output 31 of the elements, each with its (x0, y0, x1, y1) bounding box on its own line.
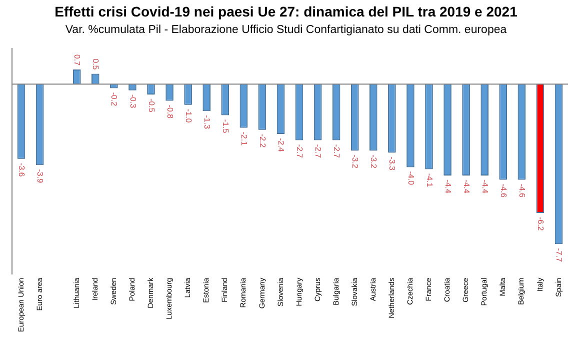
data-label: -6.2 (536, 216, 545, 232)
data-label: -2.7 (295, 144, 304, 159)
data-label: -7.7 (554, 248, 564, 262)
data-label: -3.2 (350, 154, 360, 169)
data-label: -2.7 (314, 144, 323, 159)
data-label: -4.0 (406, 171, 416, 186)
data-label: -3.6 (17, 162, 26, 178)
data-label: -2.4 (276, 138, 286, 152)
data-label: -1.3 (202, 115, 212, 130)
data-label: -0.8 (165, 104, 174, 120)
data-label: -2.2 (258, 134, 267, 148)
data-label: -0.3 (128, 94, 138, 109)
data-label: -3.2 (369, 154, 378, 169)
data-label: 0.7 (72, 54, 82, 66)
data-label: -3.9 (36, 169, 45, 184)
data-label: -1.0 (184, 108, 193, 124)
data-label: -4.4 (480, 180, 490, 194)
data-label: -4.4 (443, 180, 452, 194)
data-label: 0.5 (91, 58, 100, 70)
data-label: -2.1 (239, 132, 248, 146)
data-label: -4.6 (498, 184, 508, 198)
data-label: -3.3 (388, 156, 397, 172)
chart-title: Effetti crisi Covid-19 nei paesi Ue 27: dinamica del PIL tra 2019 e 2021 (54, 3, 518, 20)
data-label: -0.5 (146, 98, 156, 113)
data-label: -4.6 (517, 184, 526, 198)
data-label: -4.1 (424, 173, 434, 188)
data-label: -0.2 (110, 92, 119, 107)
chart-subtitle: Var. %cumulata Pil - Elaborazione Ufficio Studi Confartigianato su dati Comm. europea (65, 24, 508, 36)
data-label: -1.5 (220, 119, 230, 134)
data-label: -2.7 (332, 144, 342, 159)
data-label: -4.4 (462, 180, 471, 194)
